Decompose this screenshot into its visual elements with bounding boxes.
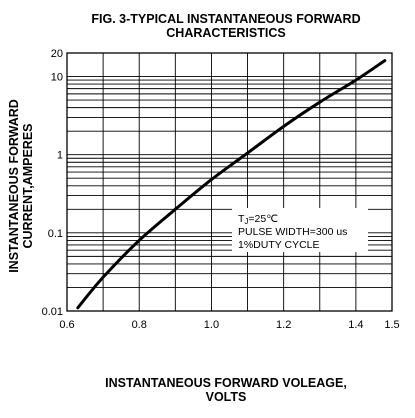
- annotation-box: TJ=25℃ PULSE WIDTH=300 us 1%DUTY CYCLE: [232, 208, 368, 252]
- y-axis-label-line1: INSTANTANEOUS FORWARD: [7, 99, 21, 273]
- y-tick-label: 20: [51, 48, 63, 60]
- series-group: [76, 59, 387, 310]
- annotation-pulse-width: PULSE WIDTH=300 us: [238, 226, 347, 238]
- x-axis-ticks: 0.6 0.8 1.0 1.2 1.4 1.5: [59, 319, 399, 331]
- x-tick-label: 0.8: [132, 319, 147, 331]
- annotation-duty-cycle: 1%DUTY CYCLE: [238, 239, 320, 251]
- chart-title-line2: CHARACTERISTICS: [166, 26, 285, 40]
- y-tick-label: 1: [57, 150, 63, 162]
- plot-frame: [66, 52, 393, 312]
- x-tick-label: 1.4: [348, 319, 363, 331]
- x-axis-label-line2: VOLTS: [206, 390, 247, 404]
- grid-lines: [67, 53, 392, 311]
- x-tick-label: 1.2: [276, 319, 291, 331]
- y-tick-label: 0.01: [42, 306, 63, 318]
- annotation-background: [232, 208, 368, 252]
- x-tick-label: 1.5: [384, 319, 399, 331]
- forward-current-curve: [76, 59, 387, 310]
- y-tick-label: 10: [51, 72, 63, 84]
- chart-title-line1: FIG. 3-TYPICAL INSTANTANEOUS FORWARD: [91, 12, 360, 26]
- x-tick-label: 0.6: [59, 319, 74, 331]
- annotation-junction-temp: TJ=25℃: [238, 213, 278, 226]
- x-axis-label-line1: INSTANTANEOUS FORWARD VOLEAGE,: [105, 376, 347, 390]
- y-axis-label-line2: CURRENT,AMPERES: [21, 123, 35, 248]
- x-tick-label: 1.0: [204, 319, 219, 331]
- y-axis-ticks: 0.01 0.1 1 10 20: [42, 48, 63, 318]
- y-tick-label: 0.1: [48, 228, 63, 240]
